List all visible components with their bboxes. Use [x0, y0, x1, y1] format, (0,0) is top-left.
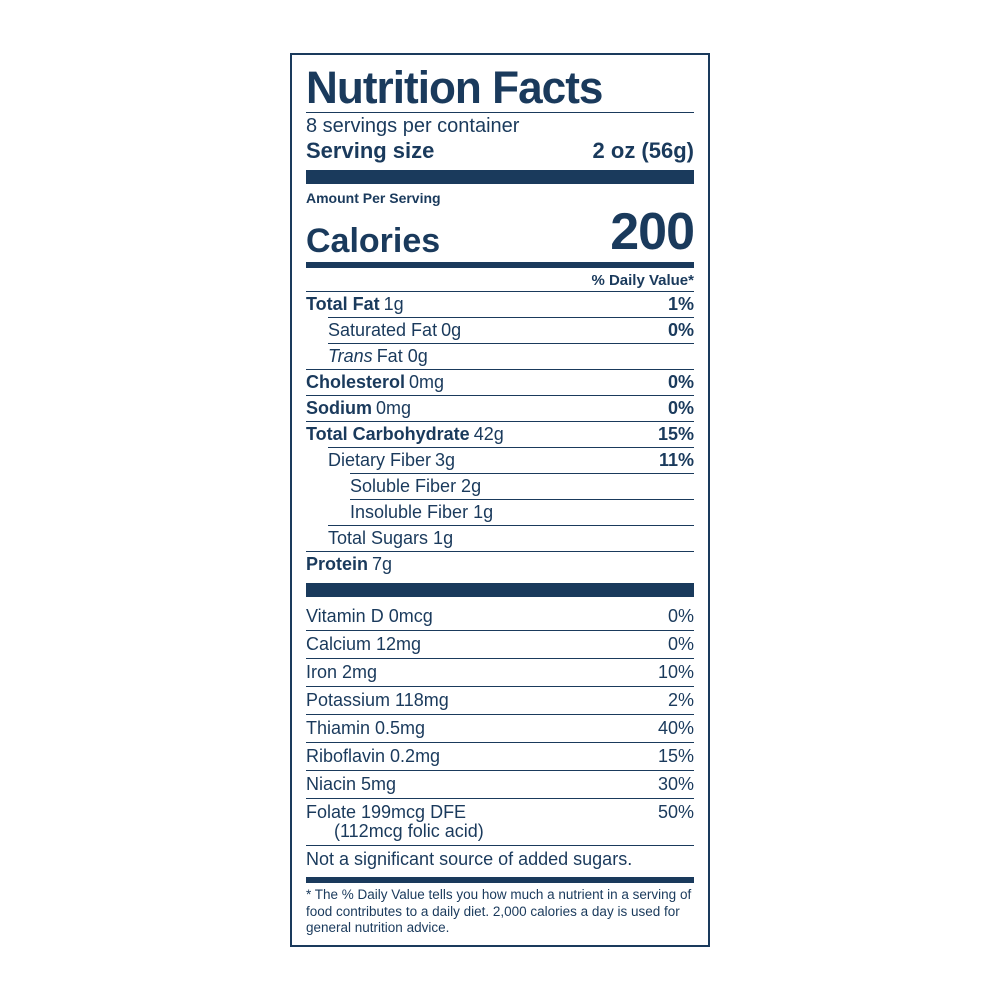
- rule-med: [306, 877, 694, 883]
- row-protein: Protein 7g: [306, 551, 694, 577]
- note-added-sugars: Not a significant source of added sugars…: [306, 845, 694, 873]
- nutrient-dv: 11%: [659, 450, 694, 471]
- serving-size-row: Serving size 2 oz (56g): [306, 138, 694, 164]
- rule-thick: [306, 583, 694, 597]
- nutrient-label: Soluble Fiber 2g: [350, 476, 481, 497]
- nutrient-amount: 0mg: [409, 372, 444, 393]
- row-folate: Folate 199mcg DFE 50% (112mcg folic acid…: [306, 798, 694, 845]
- nutrient-amount: 1g: [384, 294, 404, 315]
- row-total-carb: Total Carbohydrate 42g 15%: [306, 421, 694, 447]
- vitamin-dv: 2%: [668, 690, 694, 711]
- panel-title: Nutrition Facts: [306, 65, 686, 110]
- vitamin-label: Thiamin 0.5mg: [306, 718, 425, 739]
- nutrient-name: Sodium: [306, 398, 372, 419]
- vitamin-label: Potassium 118mg: [306, 690, 449, 711]
- calories-value: 200: [610, 206, 694, 258]
- nutrient-dv: 0%: [668, 398, 694, 419]
- nutrient-label: Insoluble Fiber 1g: [350, 502, 493, 523]
- vitamin-label: Iron 2mg: [306, 662, 377, 683]
- row-vitamin: Vitamin D 0mcg 0%: [306, 603, 694, 630]
- row-vitamin: Riboflavin 0.2mg 15%: [306, 742, 694, 770]
- row-vitamin: Thiamin 0.5mg 40%: [306, 714, 694, 742]
- vitamin-label: Vitamin D 0mcg: [306, 606, 433, 627]
- row-sodium: Sodium 0mg 0%: [306, 395, 694, 421]
- vitamin-dv: 10%: [658, 662, 694, 683]
- row-insoluble-fiber: Insoluble Fiber 1g: [350, 499, 694, 525]
- nutrient-dv: 1%: [668, 294, 694, 315]
- row-soluble-fiber: Soluble Fiber 2g: [350, 473, 694, 499]
- nutrient-dv: 0%: [668, 320, 694, 341]
- footer-disclaimer: * The % Daily Value tells you how much a…: [306, 887, 694, 938]
- nutrient-dv: 0%: [668, 372, 694, 393]
- folate-dv: 50%: [658, 802, 694, 823]
- nutrient-dv: 15%: [658, 424, 694, 445]
- vitamin-label: Riboflavin 0.2mg: [306, 746, 440, 767]
- serving-size-value: 2 oz (56g): [593, 138, 694, 164]
- row-cholesterol: Cholesterol 0mg 0%: [306, 369, 694, 395]
- nutrient-name: Protein: [306, 554, 368, 575]
- nutrient-label: Total Sugars 1g: [328, 528, 453, 549]
- calories-label: Calories: [306, 224, 440, 258]
- nutrient-amount: 7g: [372, 554, 392, 575]
- nutrient-amount: 42g: [474, 424, 504, 445]
- row-vitamin: Niacin 5mg 30%: [306, 770, 694, 798]
- nutrition-facts-panel: Nutrition Facts 8 servings per container…: [290, 53, 710, 948]
- nutrient-name-rest: Fat 0g: [377, 346, 428, 367]
- calories-row: Calories 200: [306, 206, 694, 258]
- nutrient-name: Cholesterol: [306, 372, 405, 393]
- vitamin-dv: 15%: [658, 746, 694, 767]
- serving-size-label: Serving size: [306, 138, 434, 164]
- vitamin-dv: 30%: [658, 774, 694, 795]
- daily-value-header: % Daily Value*: [306, 272, 694, 289]
- vitamin-dv: 0%: [668, 634, 694, 655]
- nutrient-name-prefix: Trans: [328, 346, 373, 367]
- vitamin-label: Niacin 5mg: [306, 774, 396, 795]
- servings-per-container: 8 servings per container: [306, 115, 694, 138]
- rule-med: [306, 262, 694, 268]
- row-total-sugars: Total Sugars 1g: [328, 525, 694, 551]
- nutrient-name: Saturated Fat: [328, 320, 437, 341]
- nutrient-amount: 0g: [441, 320, 461, 341]
- rule-thick: [306, 170, 694, 184]
- row-trans-fat: Trans Fat 0g: [328, 343, 694, 369]
- row-vitamin: Potassium 118mg 2%: [306, 686, 694, 714]
- folate-sub: (112mcg folic acid): [306, 821, 694, 845]
- nutrient-name: Dietary Fiber: [328, 450, 431, 471]
- row-total-fat: Total Fat 1g 1%: [306, 291, 694, 317]
- vitamin-dv: 0%: [668, 606, 694, 627]
- folate-label: Folate 199mcg DFE: [306, 802, 466, 823]
- row-dietary-fiber: Dietary Fiber 3g 11%: [328, 447, 694, 473]
- nutrient-name: Total Fat: [306, 294, 380, 315]
- nutrient-amount: 3g: [435, 450, 455, 471]
- row-vitamin: Calcium 12mg 0%: [306, 630, 694, 658]
- nutrient-name: Total Carbohydrate: [306, 424, 470, 445]
- vitamin-dv: 40%: [658, 718, 694, 739]
- nutrient-amount: 0mg: [376, 398, 411, 419]
- row-saturated-fat: Saturated Fat 0g 0%: [328, 317, 694, 343]
- vitamin-label: Calcium 12mg: [306, 634, 421, 655]
- row-vitamin: Iron 2mg 10%: [306, 658, 694, 686]
